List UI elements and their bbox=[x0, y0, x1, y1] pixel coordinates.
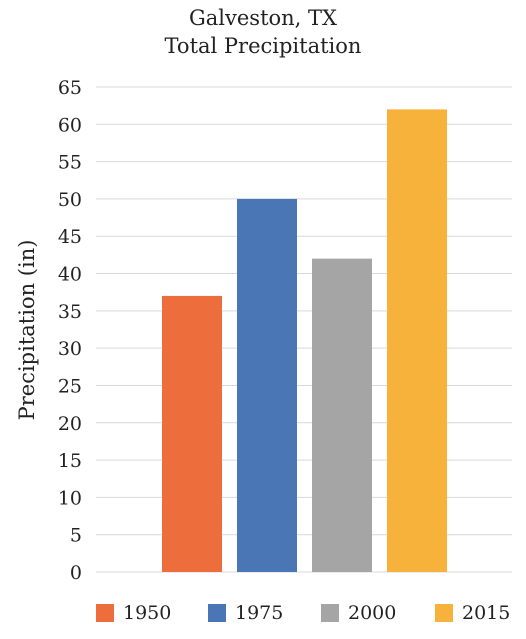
legend-item-2015: 2015 bbox=[435, 602, 510, 624]
y-tick-label-30: 30 bbox=[58, 338, 82, 360]
chart-title-line-1: Galveston, TX bbox=[189, 6, 337, 30]
bar-2000 bbox=[312, 258, 372, 572]
bar-1950 bbox=[162, 295, 222, 572]
legend-label-1975: 1975 bbox=[235, 602, 284, 624]
y-tick-label-35: 35 bbox=[58, 301, 82, 323]
legend-label-2000: 2000 bbox=[348, 602, 397, 624]
y-tick-label-25: 25 bbox=[58, 375, 82, 397]
y-tick-label-10: 10 bbox=[58, 487, 82, 509]
y-tick-label-15: 15 bbox=[58, 450, 82, 472]
y-tick-label-40: 40 bbox=[58, 264, 82, 286]
legend-swatch-2000 bbox=[321, 604, 339, 622]
y-tick-label-45: 45 bbox=[58, 226, 82, 248]
chart-title-line-2: Total Precipitation bbox=[164, 34, 362, 58]
legend-label-1950: 1950 bbox=[123, 602, 172, 624]
legend-swatch-1950 bbox=[96, 604, 114, 622]
legend-item-2000: 2000 bbox=[321, 602, 396, 624]
y-tick-label-55: 55 bbox=[58, 152, 82, 174]
legend-swatch-1975 bbox=[208, 604, 226, 622]
bar-2015 bbox=[387, 109, 447, 572]
y-axis-label: Precipitation (in) bbox=[15, 240, 39, 421]
legend-label-2015: 2015 bbox=[462, 602, 511, 624]
y-tick-label-50: 50 bbox=[58, 189, 82, 211]
legend: 1950 1975 2000 2015 bbox=[0, 602, 526, 632]
y-tick-label-60: 60 bbox=[58, 114, 82, 136]
y-tick-label-65: 65 bbox=[58, 77, 82, 99]
y-tick-label-20: 20 bbox=[58, 413, 82, 435]
bar-1975 bbox=[237, 198, 297, 572]
y-tick-label-5: 5 bbox=[70, 525, 82, 547]
legend-swatch-2015 bbox=[435, 604, 453, 622]
bar-chart: 0 5 10 15 20 25 30 35 40 45 50 55 60 65 Precipitation … bbox=[15, 77, 512, 584]
legend-item-1975: 1975 bbox=[208, 602, 283, 624]
legend-item-1950: 1950 bbox=[96, 602, 171, 624]
y-tick-label-0: 0 bbox=[70, 562, 82, 584]
